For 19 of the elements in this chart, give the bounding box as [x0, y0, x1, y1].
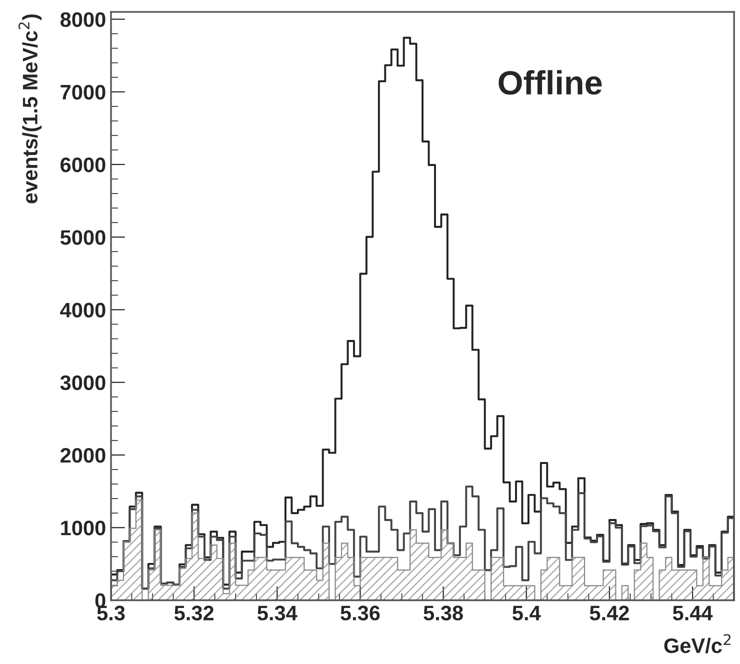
x-tick-label: 5.42 [590, 606, 629, 620]
y-tick-label: 7000 [60, 84, 106, 100]
annotation: Offline [498, 70, 602, 95]
x-tick-label: 5.38 [424, 606, 463, 620]
y-tick-label: 6000 [60, 157, 106, 172]
x-tick-label: 5.34 [258, 606, 298, 620]
x-tick-label: 5.36 [340, 606, 380, 620]
y-tick-label: 2000 [60, 448, 106, 463]
y-tick-label: 8000 [60, 12, 106, 27]
x-tick-label: 5.4 [512, 606, 541, 620]
y-tick-label: 5000 [60, 230, 106, 245]
x-tick-label: 5.3 [97, 606, 125, 620]
y-axis-title: events/(1.5 MeV/c$^{2}$) [18, 14, 42, 204]
y-tick-label: 3000 [60, 375, 106, 390]
x-axis-title: GeV/c$^{2}$ [664, 634, 731, 654]
x-tick-label: 5.44 [672, 606, 713, 620]
y-tick-label: 4000 [60, 302, 106, 318]
y-tick-label: 1000 [61, 520, 106, 536]
x-tick-label: 5.32 [174, 606, 214, 620]
